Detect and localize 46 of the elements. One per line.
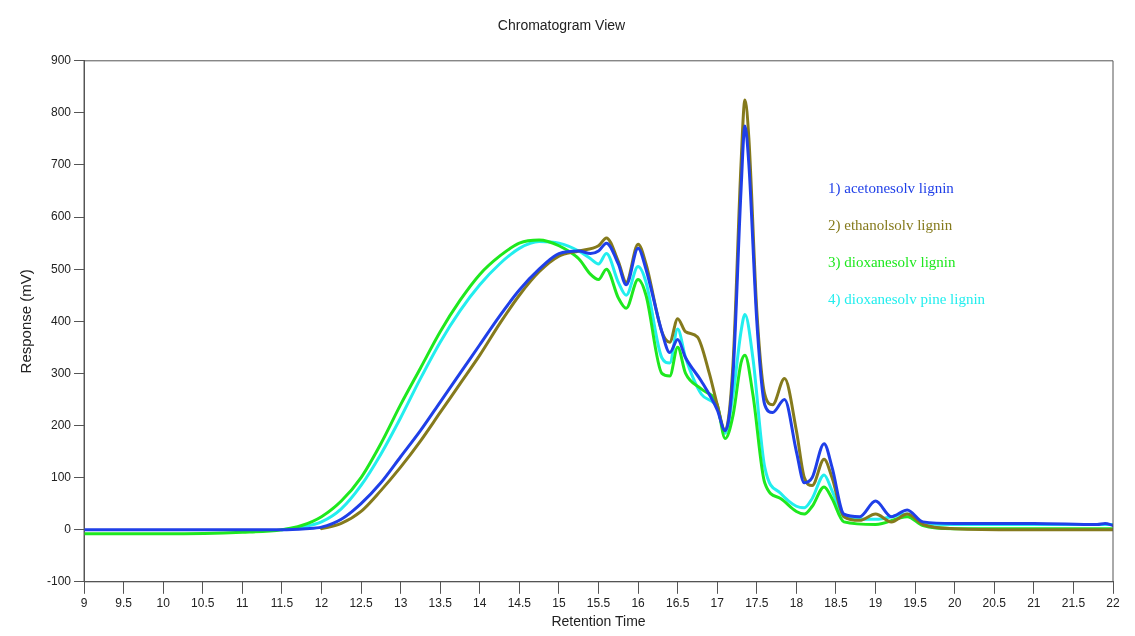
y-tick-label: 700 (50, 157, 72, 172)
x-tick-label: 11 (236, 596, 249, 611)
y-tick-label: 800 (50, 105, 72, 120)
x-tick-label: 15 (552, 596, 566, 611)
y-tick-label: 100 (50, 469, 72, 484)
x-tick-label: 19 (868, 596, 883, 611)
x-tick-label: 12 (314, 596, 329, 611)
text: 1) acetonesolv lignin (828, 179, 955, 198)
x-tick-label: 12.5 (349, 596, 374, 611)
y-tick-label: 400 (50, 313, 72, 328)
x-tick-label: 10 (156, 596, 171, 611)
text: 2) ethanolsolv lignin (828, 216, 954, 235)
x-tick-label: 16.5 (665, 596, 690, 611)
x-tick-label: 17 (710, 596, 725, 611)
x-tick-label: 14 (473, 596, 487, 611)
x-tick-label: 20 (948, 596, 962, 611)
x-tick-label: 13.5 (428, 596, 453, 611)
x-tick-label: 9 (80, 596, 88, 611)
y-tick-label: 0 (64, 522, 72, 537)
x-tick-label: 11.5 (270, 596, 294, 611)
text: 4) dioxanesolv pine lignin (828, 290, 986, 309)
x-tick-label: 22 (1106, 596, 1120, 611)
y-tick-label: -100 (46, 574, 72, 589)
x-tick-label: 15.5 (586, 596, 611, 611)
x-tick-label: 14.5 (507, 596, 532, 611)
y-tick-label: 600 (50, 209, 72, 224)
y-axis-title: Response (mV) (17, 269, 35, 374)
x-tick-label: 21 (1027, 596, 1041, 611)
y-tick-label: 500 (50, 261, 72, 276)
chart-title: Chromatogram View (497, 17, 627, 34)
x-tick-label: 18 (789, 596, 804, 611)
text: 3) dioxanesolv lignin (828, 253, 957, 272)
x-tick-label: 9.5 (115, 596, 133, 611)
x-tick-label: 19.5 (903, 596, 928, 611)
x-tick-label: 16 (631, 596, 646, 611)
x-tick-label: 17.5 (745, 596, 769, 611)
x-tick-label: 20.5 (982, 596, 1007, 611)
y-tick-label: 900 (50, 53, 72, 68)
x-axis-title: Retention Time (551, 613, 646, 630)
x-tick-label: 13 (393, 596, 408, 611)
x-tick-label: 18.5 (824, 596, 848, 611)
x-tick-label: 10.5 (191, 596, 215, 611)
y-tick-label: 200 (50, 417, 72, 432)
y-tick-label: 300 (50, 365, 72, 380)
line-series (84, 124, 1113, 532)
x-tick-label: 21.5 (1061, 596, 1086, 611)
